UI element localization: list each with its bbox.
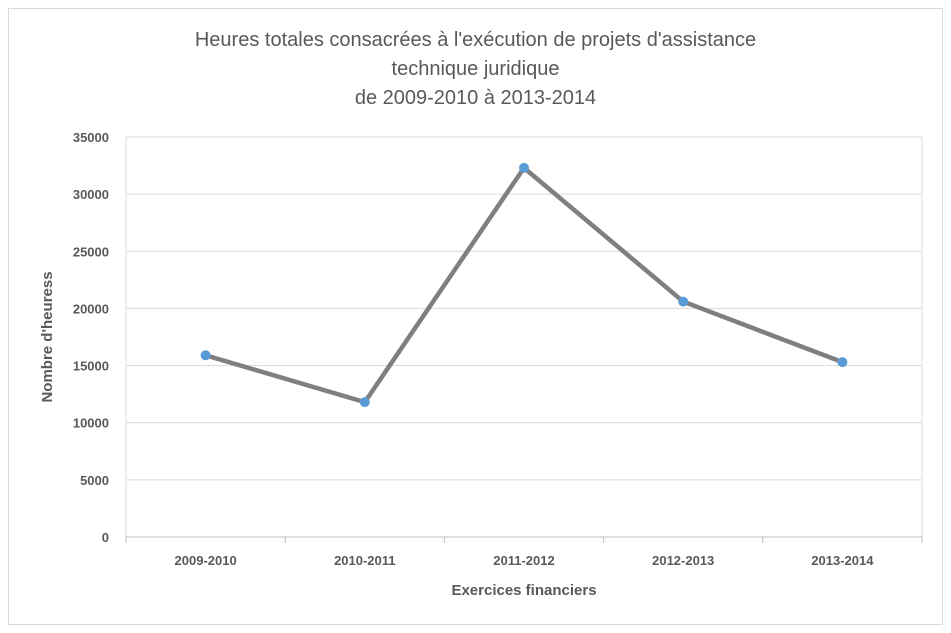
y-tick-label: 0 — [102, 530, 109, 545]
x-axis: 2009-2010 2010-2011 2011-2012 2012-2013 2013… — [125, 536, 923, 568]
y-axis-ticks: 0 5000 10000 15000 20000 25000 30000 35000 — [73, 130, 109, 545]
data-point-marker — [359, 397, 370, 408]
x-tick-label: 2012-2013 — [652, 553, 714, 568]
chart-title-line-1: Heures totales consacrées à l'exécution … — [194, 29, 757, 51]
data-point-marker — [519, 162, 529, 173]
chart-title-line-2: technique juridique — [391, 58, 560, 80]
data-point-marker — [678, 296, 689, 307]
chart-title-line-3: de 2009-2010 à 2013-2014 — [354, 87, 597, 109]
y-tick-label: 15000 — [73, 359, 109, 374]
y-tick-label: 30000 — [73, 187, 109, 202]
y-tick-label: 25000 — [73, 244, 109, 259]
series-line — [200, 162, 848, 408]
x-tick-label: 2013-2014 — [811, 553, 874, 568]
data-point-marker — [200, 350, 211, 361]
y-tick-label: 5000 — [80, 473, 109, 488]
x-axis-title: Exercices financiers — [451, 582, 596, 599]
y-axis-title: Nombre d'heuress — [39, 271, 56, 402]
y-tick-label: 35000 — [73, 130, 109, 145]
y-tick-label: 20000 — [73, 301, 109, 316]
data-point-marker — [837, 357, 848, 368]
y-tick-label: 10000 — [73, 416, 109, 431]
x-tick-label: 2011-2012 — [493, 553, 554, 568]
gridlines — [125, 136, 923, 537]
chart-frame — [8, 8, 943, 625]
series-polyline — [203, 165, 845, 405]
x-tick-label: 2009-2010 — [175, 553, 237, 568]
x-tick-label: 2010-2011 — [334, 553, 395, 568]
